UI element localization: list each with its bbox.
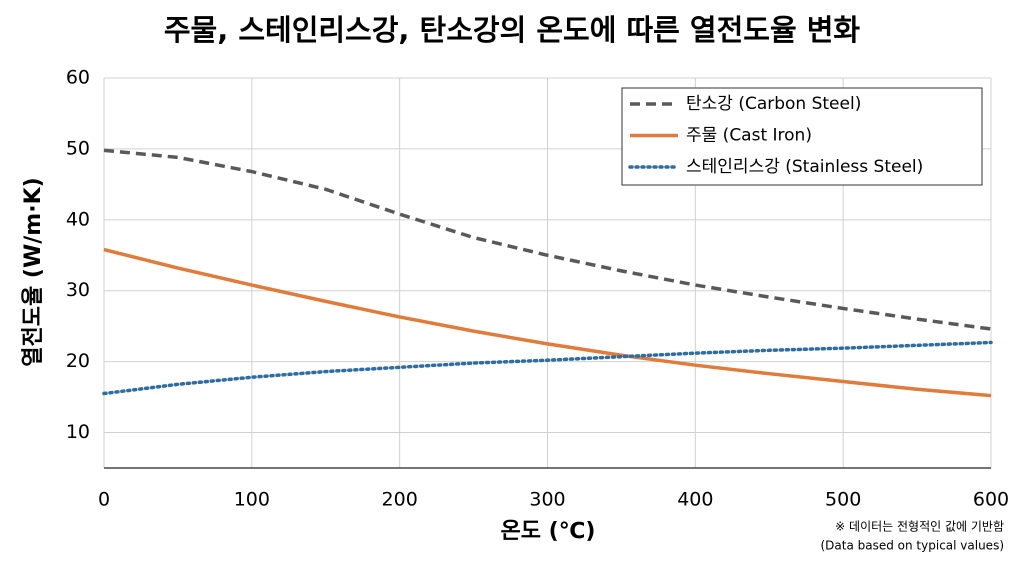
y-tick-label: 60: [66, 67, 90, 89]
y-tick-label: 50: [66, 137, 90, 159]
legend-label: 탄소강 (Carbon Steel): [686, 94, 861, 114]
legend-label: 주물 (Cast Iron): [686, 126, 812, 146]
note: (Data based on typical values): [820, 539, 1004, 553]
x-tick-label: 200: [382, 489, 418, 511]
y-tick-label: 30: [66, 279, 90, 301]
x-tick-label: 100: [234, 489, 270, 511]
x-tick-label: 300: [529, 489, 565, 511]
y-tick-label: 40: [66, 208, 90, 230]
chart-title: 주물, 스테인리스강, 탄소강의 온도에 따른 열전도율 변화: [164, 13, 861, 47]
x-tick-label: 500: [825, 489, 861, 511]
x-tick-label: 0: [98, 489, 110, 511]
y-axis-label: 열전도율 (W/m·K): [21, 177, 46, 366]
line-series: [103, 148, 992, 331]
y-tick-label: 10: [66, 421, 90, 443]
x-tick-label: 400: [677, 489, 713, 511]
line-series: [103, 247, 992, 398]
x-tick-label: 600: [973, 489, 1009, 511]
y-tick-label: 20: [66, 350, 90, 372]
x-axis-label: 온도 (℃): [501, 519, 596, 544]
line-series: [102, 340, 993, 396]
legend-box: [621, 87, 983, 186]
note: ※ 데이터는 전형적인 값에 기반함: [835, 520, 1004, 534]
legend-label: 스테인리스강 (Stainless Steel): [686, 157, 923, 177]
